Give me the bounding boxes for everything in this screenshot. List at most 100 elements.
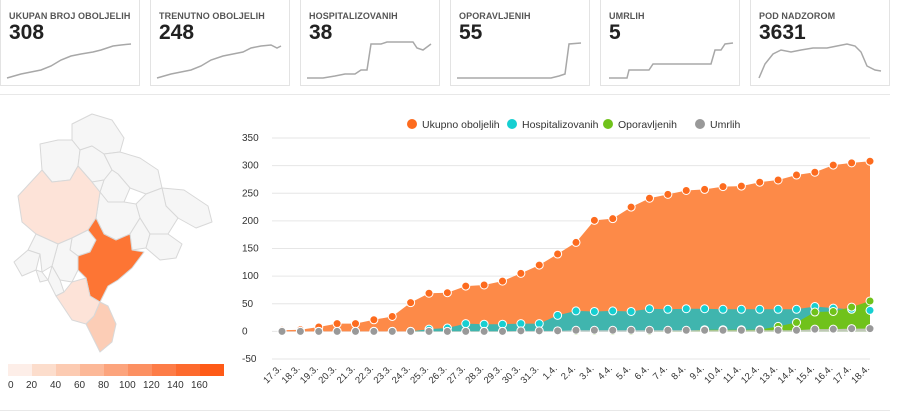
data-point[interactable] bbox=[277, 326, 287, 336]
data-point[interactable] bbox=[865, 324, 875, 334]
data-point[interactable] bbox=[608, 325, 618, 335]
card-under-supervision[interactable]: POD NADZOROM 3631 bbox=[750, 0, 890, 86]
data-point[interactable] bbox=[516, 268, 526, 278]
data-point[interactable] bbox=[534, 260, 544, 270]
data-point[interactable] bbox=[571, 325, 581, 335]
data-point[interactable] bbox=[516, 326, 526, 336]
data-point[interactable] bbox=[773, 325, 783, 335]
data-point[interactable] bbox=[645, 325, 654, 335]
data-point[interactable] bbox=[314, 326, 324, 336]
data-point[interactable] bbox=[553, 326, 563, 336]
card-recovered[interactable]: OPORAVLJENIH 55 bbox=[450, 0, 590, 86]
data-point[interactable] bbox=[589, 306, 599, 316]
data-point[interactable] bbox=[736, 181, 746, 191]
region-pljevlja[interactable] bbox=[71, 113, 125, 155]
data-point[interactable] bbox=[755, 325, 765, 335]
region-ulcinj[interactable] bbox=[85, 301, 117, 353]
legend-item[interactable]: Umrlih bbox=[695, 119, 740, 131]
data-point[interactable] bbox=[792, 304, 801, 314]
data-point[interactable] bbox=[792, 170, 801, 180]
legend-item[interactable]: Hospitalizovanih bbox=[507, 119, 599, 131]
data-point[interactable] bbox=[479, 326, 489, 336]
data-point[interactable] bbox=[553, 310, 563, 320]
data-point[interactable] bbox=[387, 311, 397, 321]
card-active-cases[interactable]: TRENUTNO OBOLJELIH 248 bbox=[150, 0, 290, 86]
data-point[interactable] bbox=[810, 324, 820, 334]
region-plav[interactable] bbox=[145, 233, 183, 261]
data-point[interactable] bbox=[700, 184, 710, 194]
data-point[interactable] bbox=[589, 325, 599, 335]
data-point[interactable] bbox=[718, 325, 728, 335]
data-point[interactable] bbox=[571, 306, 581, 316]
data-point[interactable] bbox=[589, 215, 599, 225]
data-point[interactable] bbox=[626, 306, 636, 316]
data-point[interactable] bbox=[755, 304, 765, 314]
data-point[interactable] bbox=[681, 185, 691, 195]
data-point[interactable] bbox=[663, 189, 673, 199]
data-point[interactable] bbox=[608, 214, 618, 224]
data-point[interactable] bbox=[369, 315, 379, 325]
data-point[interactable] bbox=[663, 304, 673, 314]
data-point[interactable] bbox=[773, 304, 783, 314]
data-point[interactable] bbox=[461, 319, 471, 329]
data-point[interactable] bbox=[700, 325, 710, 335]
data-point[interactable] bbox=[773, 175, 783, 185]
card-total-cases[interactable]: UKUPAN BROJ OBOLJELIH 308 bbox=[0, 0, 140, 86]
data-point[interactable] bbox=[295, 326, 305, 336]
region-podgorica[interactable] bbox=[77, 217, 145, 303]
data-point[interactable] bbox=[424, 288, 434, 298]
card-hospitalized[interactable]: HOSPITALIZOVANIH 38 bbox=[300, 0, 440, 86]
data-point[interactable] bbox=[828, 306, 838, 316]
data-point[interactable] bbox=[810, 307, 820, 317]
region-bijelo-polje[interactable] bbox=[103, 151, 163, 195]
data-point[interactable] bbox=[755, 177, 765, 187]
data-point[interactable] bbox=[645, 193, 654, 203]
data-point[interactable] bbox=[498, 326, 507, 336]
data-point[interactable] bbox=[608, 306, 618, 316]
data-point[interactable] bbox=[626, 202, 636, 212]
region-tivat[interactable] bbox=[35, 269, 49, 283]
data-point[interactable] bbox=[681, 304, 691, 314]
data-point[interactable] bbox=[553, 249, 563, 259]
data-point[interactable] bbox=[442, 326, 452, 336]
data-point[interactable] bbox=[442, 288, 452, 298]
data-point[interactable] bbox=[847, 324, 857, 334]
data-point[interactable] bbox=[498, 276, 507, 286]
data-point[interactable] bbox=[332, 319, 342, 329]
data-point[interactable] bbox=[792, 318, 801, 328]
data-point[interactable] bbox=[461, 281, 471, 291]
data-point[interactable] bbox=[718, 182, 728, 192]
data-point[interactable] bbox=[461, 326, 471, 336]
data-point[interactable] bbox=[663, 325, 673, 335]
data-point[interactable] bbox=[406, 298, 416, 308]
region-savnik[interactable] bbox=[91, 179, 105, 193]
legend-item[interactable]: Oporavljenih bbox=[603, 119, 677, 131]
data-point[interactable] bbox=[865, 296, 875, 306]
data-point[interactable] bbox=[847, 158, 857, 168]
data-point[interactable] bbox=[865, 305, 875, 315]
data-point[interactable] bbox=[865, 156, 875, 166]
data-point[interactable] bbox=[571, 237, 581, 247]
data-point[interactable] bbox=[810, 167, 820, 177]
region-budva[interactable] bbox=[47, 265, 65, 297]
data-point[interactable] bbox=[736, 325, 746, 335]
region-herceg-novi[interactable] bbox=[13, 249, 41, 277]
data-point[interactable] bbox=[718, 304, 728, 314]
data-point[interactable] bbox=[332, 326, 342, 336]
data-point[interactable] bbox=[792, 325, 801, 335]
data-point[interactable] bbox=[626, 325, 636, 335]
data-point[interactable] bbox=[369, 326, 379, 336]
data-point[interactable] bbox=[847, 302, 857, 312]
data-point[interactable] bbox=[351, 326, 360, 336]
data-point[interactable] bbox=[351, 319, 360, 329]
data-point[interactable] bbox=[424, 326, 434, 336]
data-point[interactable] bbox=[681, 325, 691, 335]
data-point[interactable] bbox=[479, 280, 489, 290]
data-point[interactable] bbox=[828, 160, 838, 170]
data-point[interactable] bbox=[736, 304, 746, 314]
data-point[interactable] bbox=[828, 324, 838, 334]
data-point[interactable] bbox=[700, 304, 710, 314]
legend-item[interactable]: Ukupno oboljelih bbox=[407, 119, 500, 131]
data-point[interactable] bbox=[645, 304, 654, 314]
data-point[interactable] bbox=[387, 326, 397, 336]
